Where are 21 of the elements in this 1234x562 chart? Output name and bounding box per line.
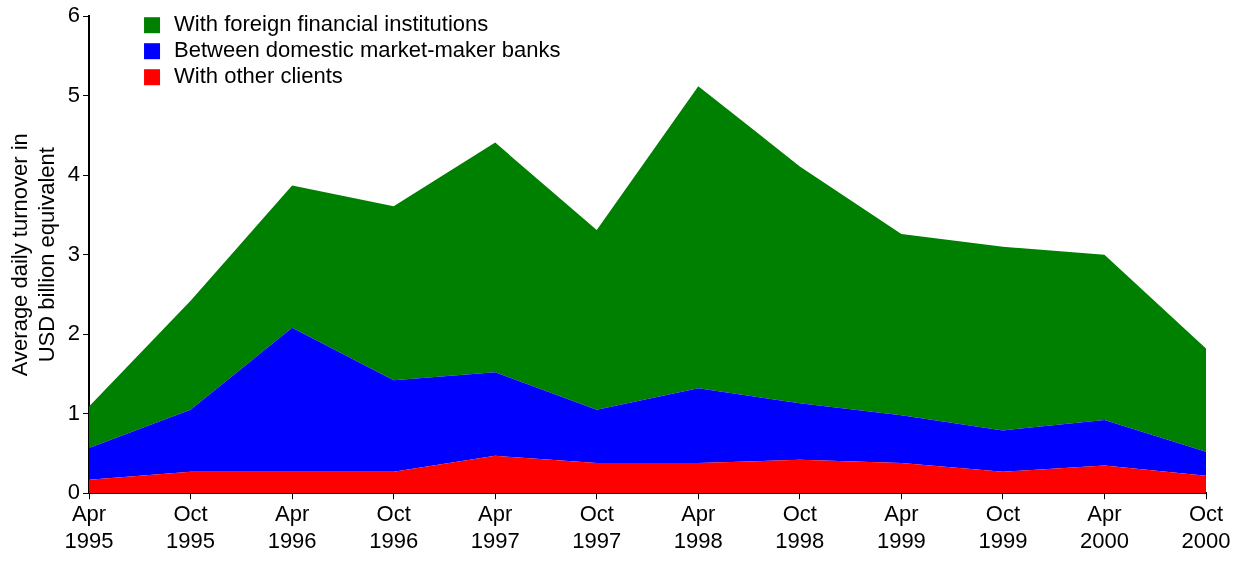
x-tick-label: Oct 1996: [369, 501, 419, 553]
legend-label: With other clients: [174, 63, 343, 89]
y-tick-label: 4: [67, 161, 81, 187]
x-tick-label: Oct 2000: [1181, 501, 1231, 553]
x-tick-label: Oct 1998: [775, 501, 825, 553]
y-tick-label: 1: [67, 399, 81, 425]
y-axis-title: Average daily turnover in USD billion equivalent: [7, 133, 59, 377]
x-tick-label: Apr 1996: [267, 501, 317, 553]
y-tick-label: 2: [67, 320, 81, 346]
x-tick-label: Oct 1999: [978, 501, 1028, 553]
x-tick-label: Apr 1997: [470, 501, 520, 553]
x-tick-label: Apr 1999: [876, 501, 926, 553]
legend-label: Between domestic market-maker banks: [174, 37, 561, 63]
legend-label: With foreign financial institutions: [174, 11, 489, 37]
x-tick-label: Oct 1995: [166, 501, 216, 553]
y-tick-label: 3: [67, 240, 81, 266]
y-tick-label: 6: [67, 2, 81, 28]
y-tick-label: 5: [67, 81, 81, 107]
x-tick-label: Oct 1997: [572, 501, 622, 553]
x-tick-label: Apr 2000: [1079, 501, 1129, 553]
x-tick-label: Apr 1998: [673, 501, 723, 553]
